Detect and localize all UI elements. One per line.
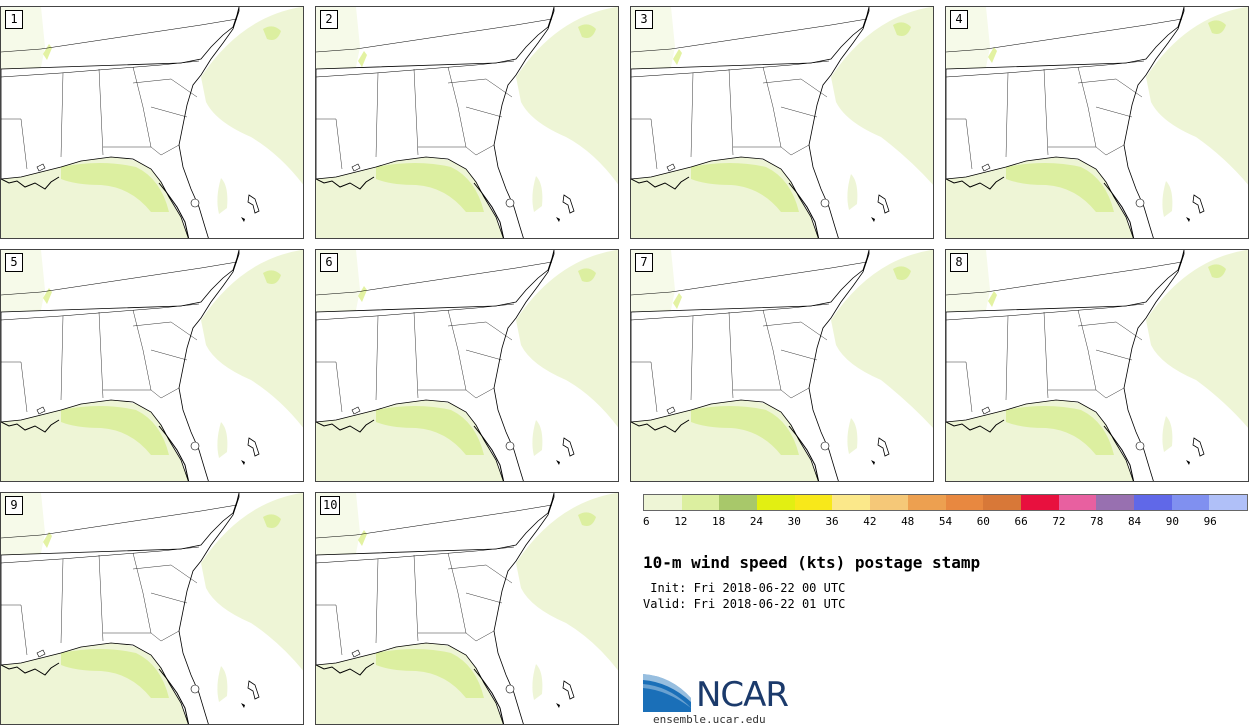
member-number-label: 7 <box>635 253 653 272</box>
member-number-label: 5 <box>5 253 23 272</box>
colorbar-swatch <box>1058 495 1097 510</box>
colorbar-tick-label: 24 <box>749 515 764 528</box>
colorbar-swatch <box>681 495 720 510</box>
colorbar-tick-label: 12 <box>674 515 688 528</box>
colorbar-ticks: 6 12 18 24 30 36 42 48 54 60 66 72 78 84 90 96 <box>643 515 1248 529</box>
colorbar <box>643 494 1248 511</box>
colorbar-tick-label: 36 <box>825 515 839 528</box>
colorbar-tick-label: 60 <box>976 515 990 528</box>
colorbar-swatch <box>983 495 1021 510</box>
ensemble-member-map: 2 <box>315 6 619 239</box>
ensemble-member-map: 8 <box>945 249 1249 482</box>
colorbar-tick-label: 84 <box>1127 515 1142 528</box>
colorbar-swatch <box>1020 495 1059 510</box>
colorbar-tick-label: 42 <box>863 515 877 528</box>
colorbar-swatch <box>644 495 682 510</box>
colorbar-tick-label: 90 <box>1165 515 1179 528</box>
colorbar-swatch <box>757 495 795 510</box>
ensemble-member-map: 10 <box>315 492 619 725</box>
member-number-label: 6 <box>320 253 338 272</box>
colorbar-tick-label: 48 <box>901 515 915 528</box>
member-number-label: 3 <box>635 10 653 29</box>
member-number-label: 8 <box>950 253 968 272</box>
colorbar-swatch <box>945 495 984 510</box>
member-number-label: 9 <box>5 496 23 515</box>
colorbar-swatch <box>1133 495 1172 510</box>
member-number-label: 4 <box>950 10 968 29</box>
member-number-label: 10 <box>320 496 341 515</box>
ensemble-member-map: 9 <box>0 492 304 725</box>
logo-wordmark: NCAR <box>696 675 789 715</box>
colorbar-tick-label: 78 <box>1090 515 1104 528</box>
colorbar-tick-label: 6 <box>643 515 650 528</box>
colorbar-swatch <box>1096 495 1134 510</box>
colorbar-swatch <box>794 495 833 510</box>
ensemble-member-map: 6 <box>315 249 619 482</box>
ncar-logo-icon <box>643 674 691 712</box>
colorbar-tick-label: 66 <box>1014 515 1028 528</box>
logo-url: ensemble.ucar.edu <box>653 713 766 726</box>
colorbar-swatch <box>719 495 758 510</box>
colorbar-swatch <box>907 495 946 510</box>
colorbar-swatch <box>870 495 908 510</box>
init-time: Init: Fri 2018-06-22 00 UTC <box>643 581 846 595</box>
colorbar-tick-label: 96 <box>1203 515 1217 528</box>
ensemble-member-map: 1 <box>0 6 304 239</box>
member-number-label: 2 <box>320 10 338 29</box>
ensemble-member-map: 5 <box>0 249 304 482</box>
ensemble-member-map: 3 <box>630 6 934 239</box>
valid-time: Valid: Fri 2018-06-22 01 UTC <box>643 597 846 611</box>
colorbar-tick-label: 72 <box>1052 515 1066 528</box>
colorbar-swatch <box>1171 495 1210 510</box>
colorbar-swatch <box>832 495 871 510</box>
member-number-label: 1 <box>5 10 23 29</box>
ensemble-member-map: 4 <box>945 6 1249 239</box>
colorbar-tick-label: 54 <box>938 515 953 528</box>
chart-title: 10-m wind speed (kts) postage stamp <box>643 553 981 572</box>
ensemble-member-map: 7 <box>630 249 934 482</box>
colorbar-swatch <box>1209 495 1247 510</box>
colorbar-tick-label: 18 <box>712 515 726 528</box>
colorbar-tick-label: 30 <box>787 515 801 528</box>
